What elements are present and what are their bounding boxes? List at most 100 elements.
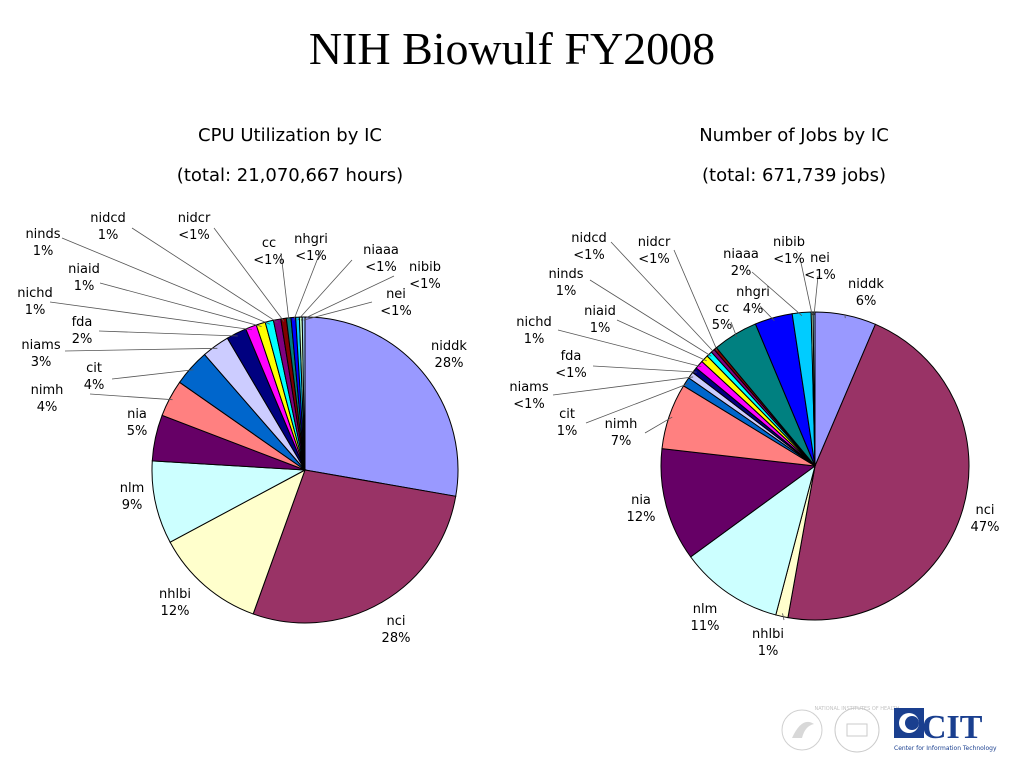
jobs-label-nimh: nimh bbox=[605, 417, 638, 432]
jobs-slice-nlm bbox=[689, 464, 816, 616]
jobs-label-nlm: nlm bbox=[693, 602, 718, 617]
jobs-label-cc: cc bbox=[715, 301, 729, 316]
jobs-label-nhgri: nhgri bbox=[736, 285, 770, 300]
cpu-label-niaid: niaid bbox=[68, 262, 100, 277]
cpu-percent-cc: <1% bbox=[253, 253, 285, 268]
cpu-leader-nidcr bbox=[213, 227, 285, 322]
jobs-label-fda: fda bbox=[561, 349, 582, 364]
cpu-percent-nhgri: <1% bbox=[295, 249, 327, 264]
cit-logo-text: CIT bbox=[922, 709, 983, 746]
jobs-percent-niaaa: 2% bbox=[731, 264, 752, 279]
jobs-leader-nei bbox=[813, 275, 819, 316]
cpu-leader-cit bbox=[111, 369, 194, 380]
jobs-leader-niaaa bbox=[751, 271, 803, 316]
jobs-percent-nia: 12% bbox=[627, 510, 656, 525]
cpu-label-nidcd: nidcd bbox=[90, 211, 126, 226]
jobs-leader-cit bbox=[585, 383, 689, 424]
cpu-label-nhlbi: nhlbi bbox=[159, 587, 191, 602]
jobs-leader-nimh bbox=[644, 416, 673, 434]
jobs-percent-cit: 1% bbox=[557, 424, 578, 439]
cpu-percent-nei: <1% bbox=[380, 304, 412, 319]
jobs-leader-niaid bbox=[616, 319, 707, 362]
cpu-leader-niaaa bbox=[297, 259, 353, 321]
jobs-leader-nidcr bbox=[673, 249, 718, 352]
jobs-percent-nidcr: <1% bbox=[638, 252, 670, 267]
jobs-percent-nhlbi: 1% bbox=[758, 644, 779, 659]
cpu-leader-niaid bbox=[99, 282, 262, 327]
cpu-percent-nia: 5% bbox=[127, 424, 148, 439]
cpu-label-niams: niams bbox=[21, 338, 60, 353]
jobs-label-nhlbi: nhlbi bbox=[752, 627, 784, 642]
jobs-percent-nci: 47% bbox=[971, 520, 1000, 535]
cpu-percent-niddk: 28% bbox=[435, 356, 464, 371]
cpu-slice-niddk bbox=[304, 316, 459, 497]
nih-seal-logo: NATIONAL INSTITUTES OF HEALTH bbox=[814, 706, 900, 753]
jobs-leader-cc bbox=[730, 321, 738, 338]
cpu-label-fda: fda bbox=[72, 315, 93, 330]
jobs-slice-nci bbox=[787, 323, 970, 621]
jobs-label-niams: niams bbox=[509, 380, 548, 395]
cpu-percent-cit: 4% bbox=[84, 378, 105, 393]
cpu-label-nci: nci bbox=[387, 614, 406, 629]
jobs-percent-nibib: <1% bbox=[773, 252, 805, 267]
cpu-label-cc: cc bbox=[262, 236, 276, 251]
cpu-leader-nibib bbox=[300, 275, 395, 321]
cpu-percent-nidcd: 1% bbox=[98, 228, 119, 243]
cpu-percent-ninds: 1% bbox=[33, 244, 54, 259]
cpu-label-cit: cit bbox=[86, 361, 102, 376]
cpu-percent-fda: 2% bbox=[72, 332, 93, 347]
cpu-label-nimh: nimh bbox=[31, 383, 64, 398]
cpu-label-niddk: niddk bbox=[431, 339, 467, 354]
jobs-percent-nidcd: <1% bbox=[573, 248, 605, 263]
cpu-leader-fda bbox=[98, 330, 238, 337]
jobs-label-nibib: nibib bbox=[773, 235, 805, 250]
jobs-slice-nia bbox=[660, 448, 817, 558]
cpu-slice-nci bbox=[252, 469, 457, 624]
cpu-percent-nlm: 9% bbox=[122, 498, 143, 513]
jobs-chart-heading: Number of Jobs by IC (total: 671,739 job… bbox=[584, 116, 1004, 196]
jobs-percent-nichd: 1% bbox=[524, 332, 545, 347]
cpu-leader-nei bbox=[303, 301, 373, 321]
cpu-leader-niams bbox=[64, 347, 218, 352]
jobs-leader-nhgri bbox=[759, 305, 775, 321]
cpu-leader-cc bbox=[280, 252, 290, 321]
jobs-leader-fda bbox=[592, 365, 697, 373]
cpu-percent-nci: 28% bbox=[382, 631, 411, 646]
cpu-slice-nei bbox=[301, 316, 306, 471]
cpu-slice-nlm bbox=[151, 460, 307, 543]
jobs-leader-nibib bbox=[799, 257, 813, 316]
jobs-percent-ninds: 1% bbox=[556, 284, 577, 299]
cpu-leader-nichd bbox=[49, 301, 253, 331]
jobs-leader-nichd bbox=[557, 329, 702, 368]
jobs-percent-nei: <1% bbox=[804, 268, 836, 283]
jobs-percent-cc: 5% bbox=[712, 318, 733, 333]
jobs-label-nidcr: nidcr bbox=[638, 235, 671, 250]
jobs-label-niaaa: niaaa bbox=[723, 247, 759, 262]
jobs-label-cit: cit bbox=[559, 407, 575, 422]
cpu-label-nei: nei bbox=[386, 287, 406, 302]
cpu-percent-nibib: <1% bbox=[409, 277, 441, 292]
jobs-label-nci: nci bbox=[976, 503, 995, 518]
cpu-label-nidcr: nidcr bbox=[178, 211, 211, 226]
cit-logo: CIT Center for Information Technology bbox=[894, 708, 997, 752]
cpu-percent-nhlbi: 12% bbox=[161, 604, 190, 619]
jobs-label-nei: nei bbox=[810, 251, 830, 266]
jobs-percent-niaid: 1% bbox=[590, 321, 611, 336]
cpu-leader-ninds bbox=[61, 237, 271, 325]
cpu-percent-nichd: 1% bbox=[25, 303, 46, 318]
cpu-chart-subtitle: (total: 21,070,667 hours) bbox=[176, 165, 404, 186]
hhs-eagle-logo bbox=[781, 709, 823, 751]
jobs-percent-niams: <1% bbox=[513, 397, 545, 412]
jobs-percent-nimh: 7% bbox=[611, 434, 632, 449]
jobs-leader-ninds bbox=[589, 279, 712, 357]
jobs-leader-niams bbox=[552, 376, 694, 396]
page-title: NIH Biowulf FY2008 bbox=[308, 23, 716, 74]
jobs-chart-title: Number of Jobs by IC bbox=[699, 125, 889, 146]
cpu-leader-nidcd bbox=[131, 227, 278, 323]
jobs-label-niaid: niaid bbox=[584, 304, 616, 319]
jobs-label-nia: nia bbox=[631, 493, 651, 508]
cpu-leader-nimh bbox=[89, 393, 173, 401]
cpu-percent-nidcr: <1% bbox=[178, 228, 210, 243]
